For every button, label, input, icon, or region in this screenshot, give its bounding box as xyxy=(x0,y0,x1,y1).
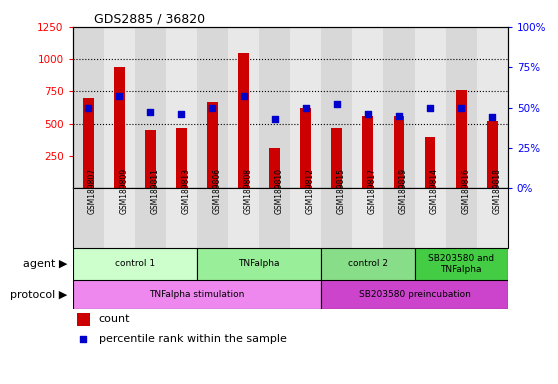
Point xyxy=(456,104,465,111)
Bar xyxy=(352,188,383,248)
Text: control 1: control 1 xyxy=(114,260,155,268)
Text: GSM189808: GSM189808 xyxy=(243,168,253,214)
Point xyxy=(270,116,279,122)
Bar xyxy=(425,137,435,188)
Bar xyxy=(114,67,124,188)
Text: GSM189819: GSM189819 xyxy=(399,168,408,214)
Bar xyxy=(228,188,259,248)
Bar xyxy=(321,27,352,188)
Bar xyxy=(104,188,134,248)
Point xyxy=(426,104,435,111)
Text: GSM189812: GSM189812 xyxy=(306,168,315,214)
Bar xyxy=(363,116,373,188)
Bar xyxy=(415,188,446,248)
Text: count: count xyxy=(99,314,130,324)
Point xyxy=(115,93,124,99)
Point xyxy=(363,111,372,117)
Point xyxy=(488,114,497,120)
Bar xyxy=(166,188,197,248)
Bar xyxy=(415,248,508,280)
Text: GSM189814: GSM189814 xyxy=(430,168,439,214)
Bar xyxy=(259,27,290,188)
Bar xyxy=(134,188,166,248)
Bar xyxy=(73,248,197,280)
Bar xyxy=(197,27,228,188)
Bar xyxy=(477,188,508,248)
Bar xyxy=(228,27,259,188)
Text: TNFalpha stimulation: TNFalpha stimulation xyxy=(149,290,244,299)
Bar xyxy=(166,27,197,188)
Text: control 2: control 2 xyxy=(348,260,388,268)
Point xyxy=(239,93,248,99)
Text: GSM189816: GSM189816 xyxy=(461,168,470,214)
Text: GSM189818: GSM189818 xyxy=(492,168,501,214)
Bar xyxy=(176,127,187,188)
Text: TNFalpha: TNFalpha xyxy=(238,260,280,268)
Text: GSM189809: GSM189809 xyxy=(119,168,128,214)
Text: GSM189813: GSM189813 xyxy=(181,168,190,214)
Bar xyxy=(207,102,218,188)
Bar xyxy=(104,27,134,188)
Bar xyxy=(269,148,280,188)
Text: GSM189817: GSM189817 xyxy=(368,168,377,214)
Text: GSM189810: GSM189810 xyxy=(275,168,283,214)
Bar xyxy=(73,188,104,248)
Point xyxy=(395,113,403,119)
Bar xyxy=(393,116,405,188)
Point xyxy=(301,104,310,111)
Bar xyxy=(383,188,415,248)
Point xyxy=(79,336,88,342)
Bar xyxy=(83,98,94,188)
Bar xyxy=(487,121,498,188)
Bar xyxy=(73,27,104,188)
Text: SB203580 and
TNFalpha: SB203580 and TNFalpha xyxy=(428,254,494,274)
Point xyxy=(333,101,341,108)
Text: GSM189815: GSM189815 xyxy=(337,168,346,214)
Bar xyxy=(290,188,321,248)
Text: GSM189806: GSM189806 xyxy=(213,168,222,214)
Bar xyxy=(300,108,311,188)
Bar xyxy=(321,188,352,248)
Bar xyxy=(145,130,156,188)
Bar xyxy=(477,27,508,188)
Bar xyxy=(331,127,342,188)
Bar xyxy=(197,248,321,280)
Text: GDS2885 / 36820: GDS2885 / 36820 xyxy=(94,13,205,26)
Point xyxy=(177,111,186,117)
Text: GSM189807: GSM189807 xyxy=(88,168,97,214)
Bar xyxy=(383,27,415,188)
Point xyxy=(84,104,93,111)
Bar xyxy=(134,27,166,188)
Bar xyxy=(446,27,477,188)
Bar xyxy=(197,188,228,248)
Text: percentile rank within the sample: percentile rank within the sample xyxy=(99,334,286,344)
Text: GSM189811: GSM189811 xyxy=(150,168,159,214)
Bar xyxy=(259,188,290,248)
Text: agent ▶: agent ▶ xyxy=(22,259,67,269)
Bar xyxy=(321,248,415,280)
Bar xyxy=(321,280,508,309)
Text: SB203580 preincubation: SB203580 preincubation xyxy=(359,290,470,299)
Text: protocol ▶: protocol ▶ xyxy=(9,290,67,300)
Bar xyxy=(238,53,249,188)
Bar xyxy=(73,280,321,309)
Point xyxy=(146,109,155,116)
Point xyxy=(208,104,217,111)
Bar xyxy=(446,188,477,248)
Bar xyxy=(77,313,90,326)
Bar xyxy=(456,90,466,188)
Bar xyxy=(415,27,446,188)
Bar xyxy=(352,27,383,188)
Bar xyxy=(290,27,321,188)
